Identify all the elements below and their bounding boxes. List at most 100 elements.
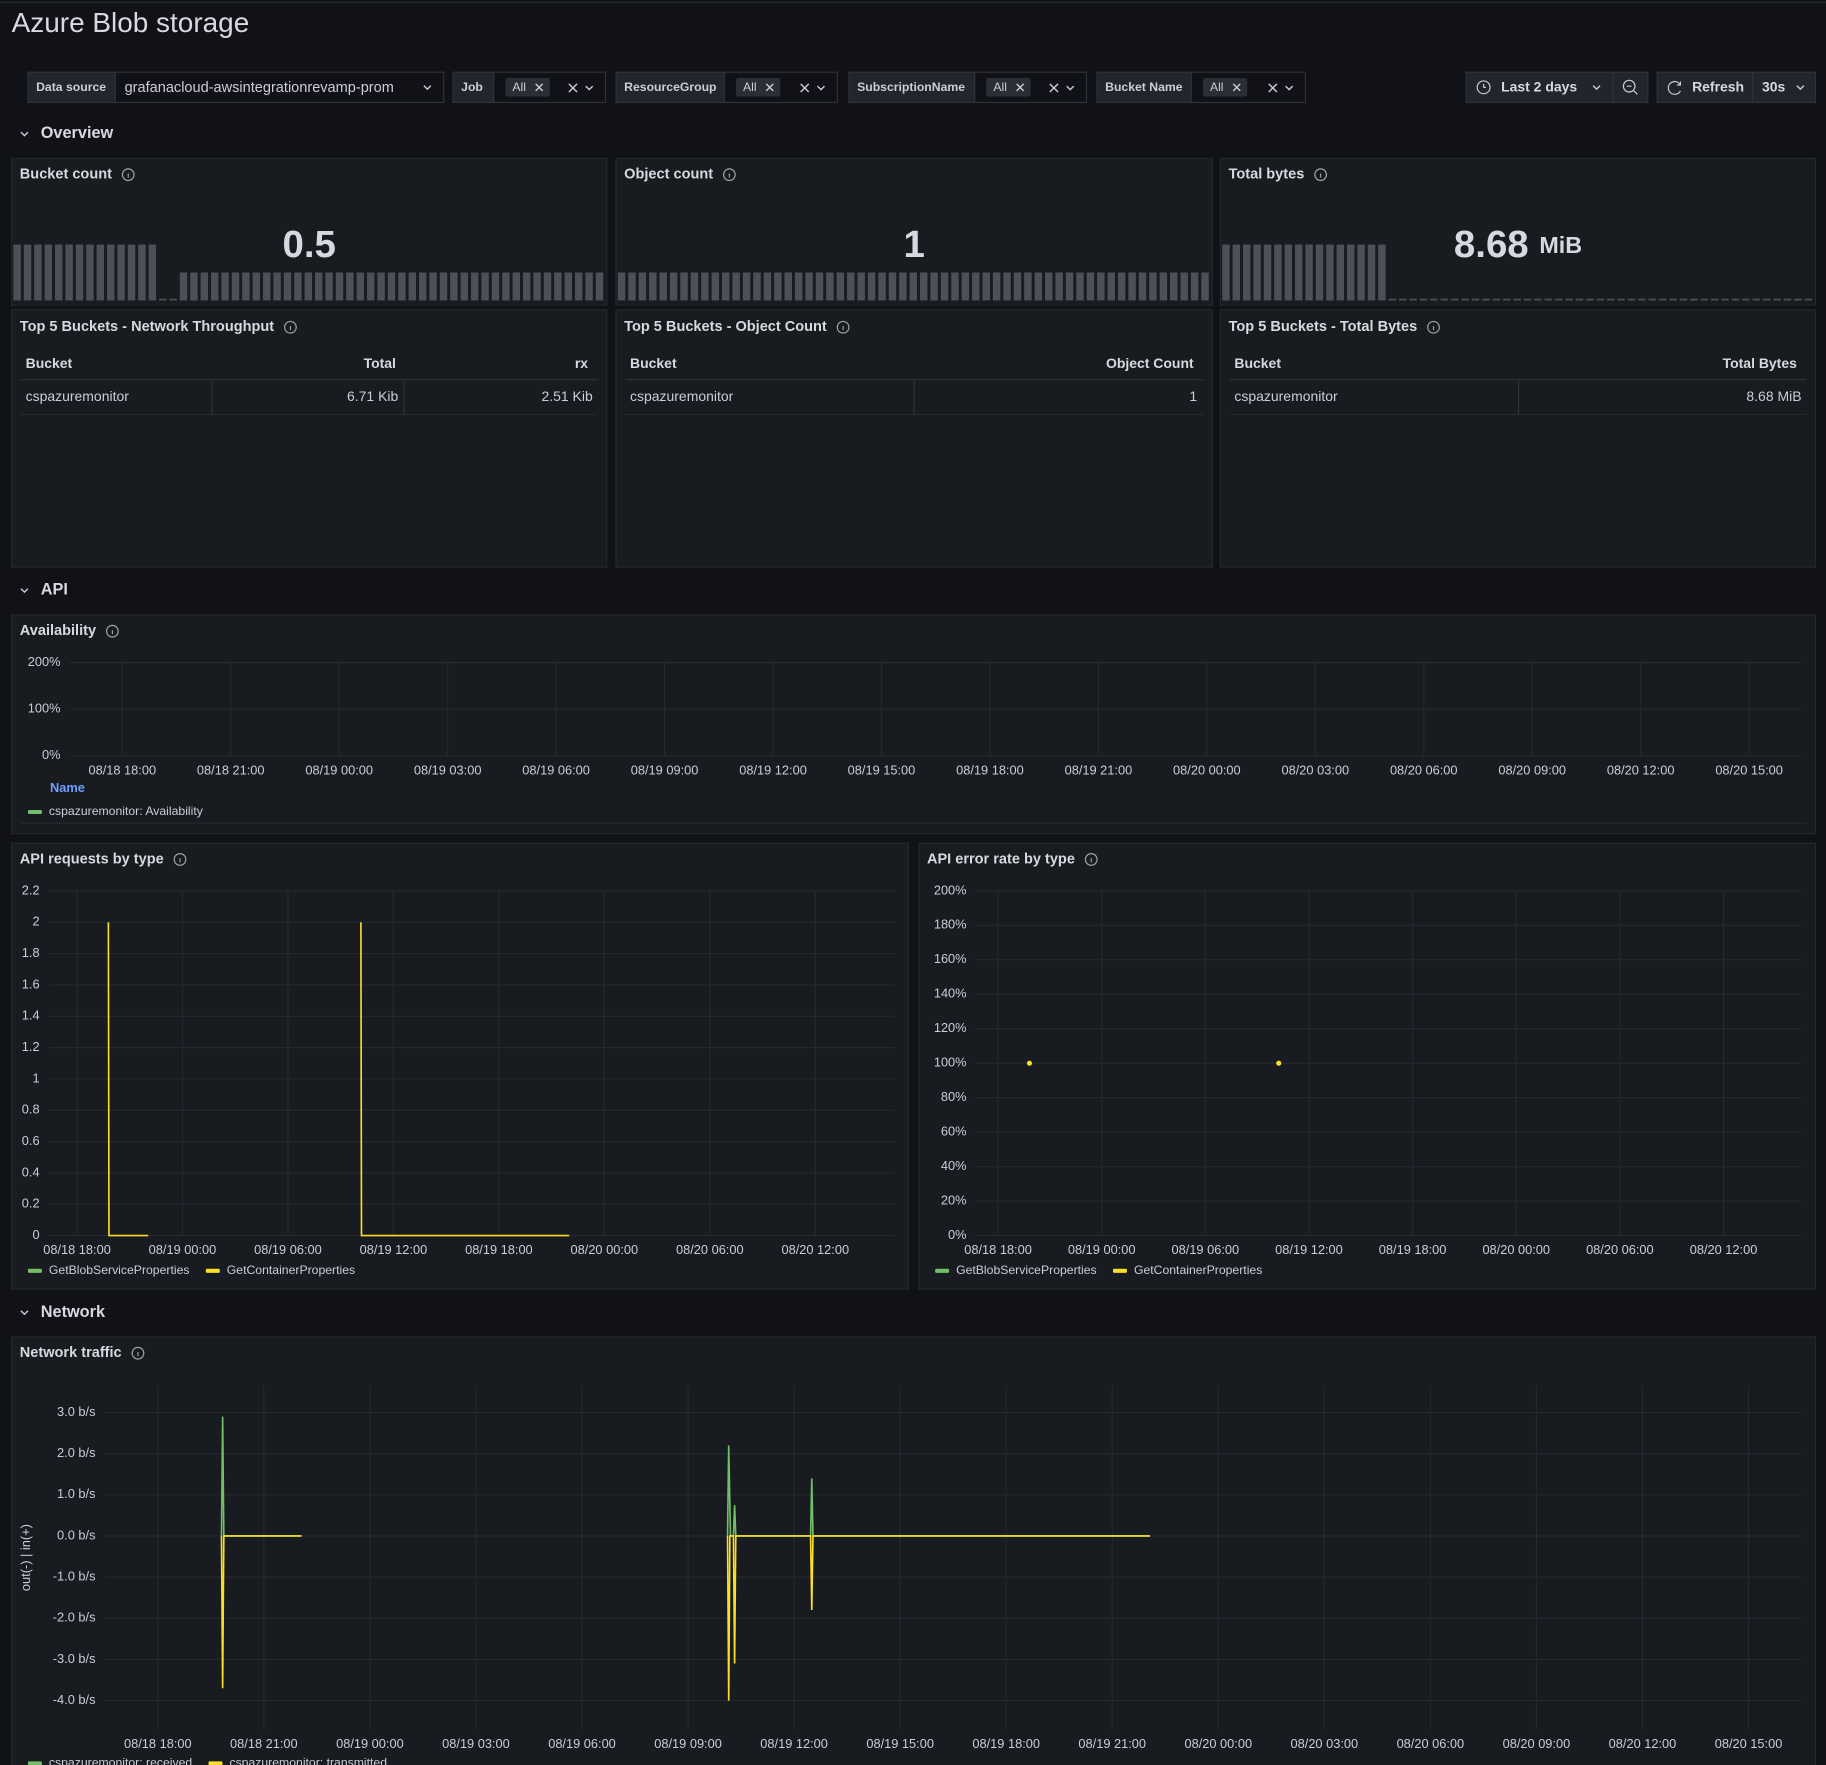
x-tick-label: 08/18 18:00 [964,1242,1032,1257]
y-tick-label: 0% [42,747,60,762]
sparkline-bar [117,244,125,301]
sparkline-bar [522,272,531,301]
info-icon[interactable] [284,320,297,334]
y-tick-label: 1.0 b/s [57,1486,95,1501]
sparkline-bar [377,272,385,301]
sparkline-bar [1232,244,1241,301]
y-tick-label: 1 [32,1070,39,1085]
y-tick-label: 1.2 [22,1039,40,1054]
sparkline-bar [1107,272,1116,301]
info-icon[interactable] [836,320,850,334]
panel-title: Top 5 Buckets - Total Bytes [1229,319,1418,335]
sparkline-bar [1461,298,1469,301]
remove-value-icon[interactable] [535,83,544,92]
table-cell: cspazuremonitor [1234,388,1338,404]
clear-icon[interactable] [568,83,578,93]
legend-swatch[interactable] [27,1268,42,1273]
sparkline-bar [1669,298,1677,301]
sparkline-bar [1409,298,1417,301]
y-tick-label: 0.6 [22,1133,40,1148]
y-tick-label: 20% [941,1193,967,1208]
legend-swatch[interactable] [208,1761,223,1765]
stat-number: 1 [903,223,924,266]
clear-icon[interactable] [1268,83,1278,93]
info-icon[interactable] [1427,320,1440,334]
sparkline-bar [1159,272,1168,301]
info-icon[interactable] [173,853,187,866]
chevron [1796,85,1805,91]
refresh-label: Refresh [1692,79,1744,95]
info-icon[interactable] [1314,168,1328,182]
info-icon[interactable] [722,168,736,182]
sparkline-bar [1596,298,1605,301]
sparkline-bar [1419,298,1428,301]
x-tick-label: 08/19 06:00 [548,1736,616,1751]
x-tick-label: 08/19 06:00 [254,1242,322,1257]
sparkline-bar [1242,244,1251,301]
refresh-button[interactable] [1656,71,1754,104]
sparkline-bar [1388,298,1397,301]
sparkline-bar [1024,272,1032,301]
sparkline-bar [1742,298,1750,301]
legend-swatch[interactable] [1112,1268,1127,1273]
legend-swatch[interactable] [27,809,42,815]
sparkline-bar [1326,244,1334,301]
remove-value-icon[interactable] [765,83,774,92]
y-tick-label: 140% [934,986,967,1001]
sparkline-bar [554,272,562,301]
column-header: Bucket [1234,355,1281,371]
y-tick-label: 180% [934,917,967,932]
sparkline-bar [1492,298,1501,301]
sparkline-bar [335,272,344,301]
column-header: Bucket [630,355,677,371]
x-tick-label: 08/19 15:00 [866,1736,934,1751]
x-tick-label: 08/20 15:00 [1715,762,1783,777]
remove-value-icon[interactable] [1016,83,1025,92]
y-tick-label: 2.2 [22,882,40,897]
clear-icon[interactable] [1049,83,1059,93]
sparkline-bar [1440,298,1449,301]
sparkline-bar [909,272,918,301]
legend-swatch[interactable] [205,1268,220,1273]
column-header: Object Count [1106,355,1194,371]
y-tick-label: -1.0 b/s [53,1569,96,1584]
variable-select[interactable] [114,71,445,104]
chevron [817,85,825,91]
chevron [1592,85,1601,91]
y-tick-label: 0.8 [22,1102,40,1117]
sparkline-bar [1721,298,1729,301]
refresh-interval[interactable] [1752,71,1817,104]
info-icon[interactable] [1084,853,1098,866]
variable-value: All [993,80,1007,94]
sparkline-bar [1315,244,1324,301]
sparkline-bar [283,272,292,301]
sparkline-bar [992,272,1001,301]
sparkline-bar [418,272,427,301]
row-toggle [20,1310,29,1316]
sparkline-bar [1305,244,1313,301]
sparkline-bar [1044,272,1053,301]
zoom-out-button[interactable] [1612,71,1649,104]
y-tick-label: 40% [941,1158,967,1173]
info-icon[interactable] [121,168,135,182]
sparkline-bar [96,244,105,301]
x-tick-label: 08/19 21:00 [1078,1736,1146,1751]
sparkline-bar [325,272,333,301]
y-tick-label: 2.0 b/s [57,1445,95,1460]
sparkline-bar [1430,298,1438,301]
sparkline-bar [1357,244,1365,301]
info-icon[interactable] [131,1346,145,1360]
legend-swatch[interactable] [27,1761,42,1765]
legend-swatch[interactable] [935,1268,950,1273]
clear-icon[interactable] [800,83,810,93]
remove-value-icon[interactable] [1232,83,1241,92]
sparkline-bar [1804,298,1813,301]
x-tick-label: 08/19 18:00 [956,762,1024,777]
info-icon[interactable] [105,624,119,638]
x-tick-label: 08/20 00:00 [1173,762,1241,777]
x-tick-label: 08/20 09:00 [1498,762,1566,777]
y-tick-label: 1.8 [22,945,40,960]
column-header: Total Bytes [1723,355,1797,371]
sparkline-bar [742,272,751,301]
sparkline-bar [273,272,281,301]
